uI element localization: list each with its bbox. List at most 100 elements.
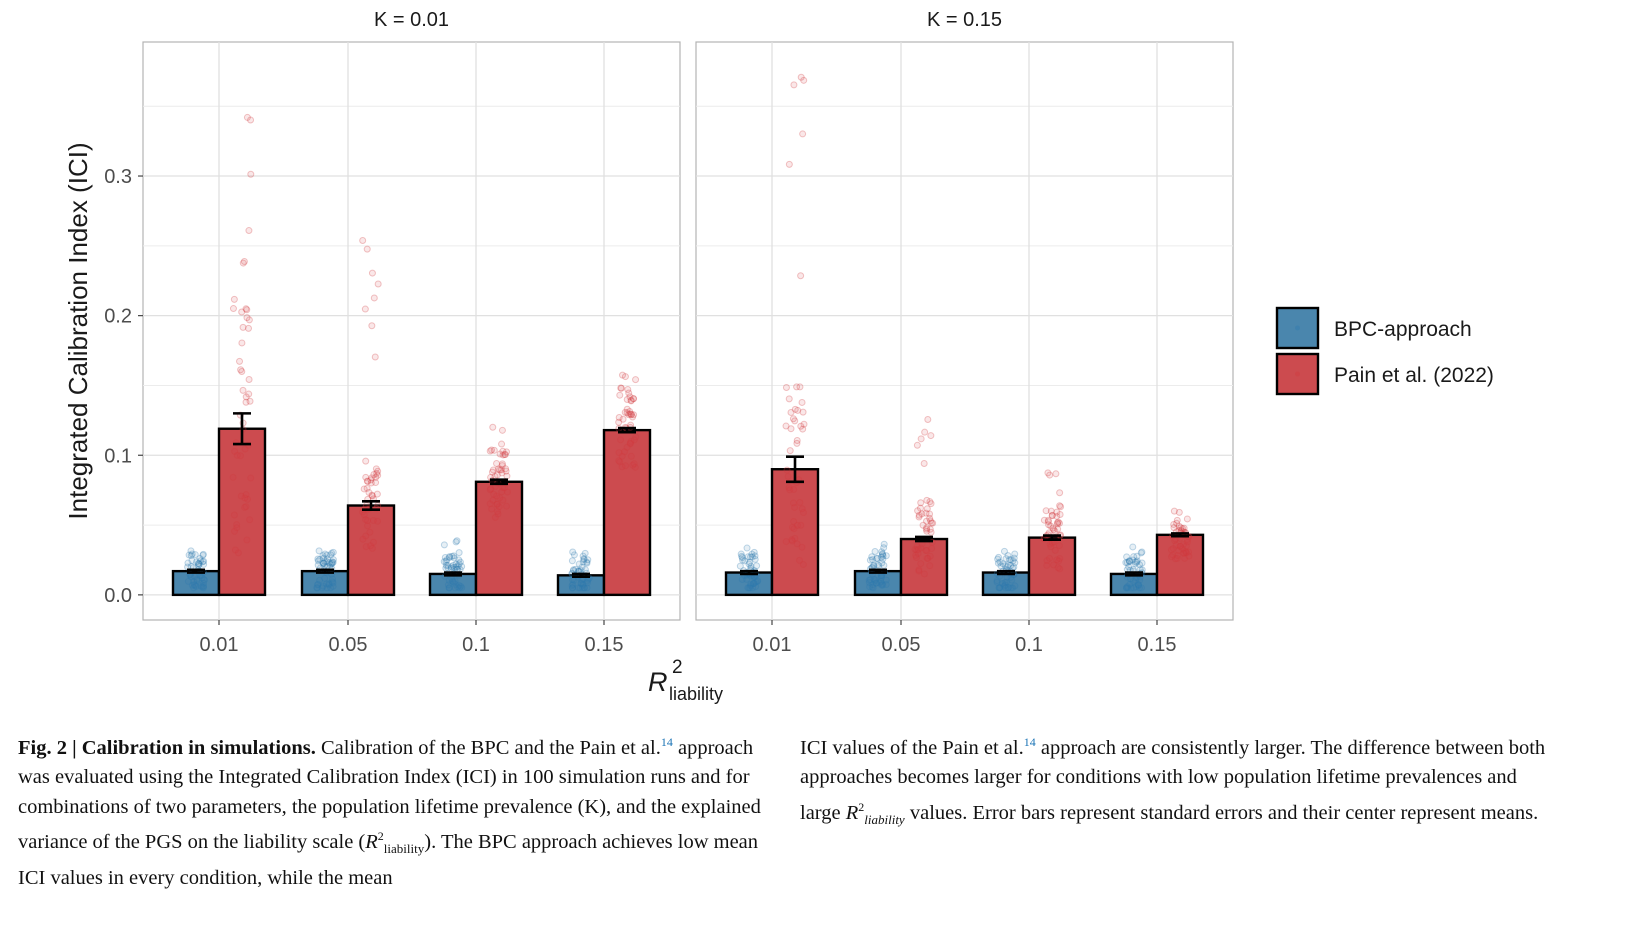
- data-point: [922, 546, 930, 554]
- data-point: [243, 314, 251, 322]
- data-point: [996, 558, 1004, 566]
- data-point: [440, 558, 448, 566]
- data-point: [786, 447, 794, 455]
- data-point: [1051, 546, 1059, 554]
- data-point: [233, 524, 241, 532]
- data-point: [749, 584, 757, 592]
- data-point: [785, 160, 793, 168]
- data-point: [486, 447, 494, 455]
- data-point: [920, 460, 928, 468]
- data-point: [799, 509, 807, 517]
- facet-title: K = 0.15: [927, 9, 1002, 31]
- data-point: [623, 395, 631, 403]
- data-point: [868, 553, 876, 561]
- data-point: [240, 257, 248, 265]
- data-point: [623, 443, 631, 451]
- data-point: [493, 500, 501, 508]
- data-point: [503, 472, 511, 480]
- figure-caption-column-2: ICI values of the Pain et al.14 approach…: [800, 728, 1560, 834]
- data-point: [1126, 558, 1134, 566]
- data-point: [370, 294, 378, 302]
- data-point: [457, 582, 465, 590]
- data-point: [362, 532, 370, 540]
- reference-link[interactable]: 14: [1023, 735, 1036, 749]
- data-point: [1136, 576, 1144, 584]
- data-point: [498, 426, 506, 434]
- data-point: [1169, 551, 1177, 559]
- data-point: [231, 447, 239, 455]
- data-point: [1053, 512, 1061, 520]
- data-point: [359, 236, 367, 244]
- data-point: [499, 451, 507, 459]
- data-point: [627, 411, 635, 419]
- data-point: [926, 498, 934, 506]
- data-point: [367, 476, 375, 484]
- data-point: [1185, 548, 1193, 556]
- data-point: [329, 582, 337, 590]
- data-point: [489, 423, 497, 431]
- data-point: [631, 463, 639, 471]
- data-point: [914, 545, 922, 553]
- data-point: [785, 484, 793, 492]
- data-point: [616, 391, 624, 399]
- bar-pain-0.15: [1155, 533, 1205, 597]
- data-point: [1175, 508, 1183, 516]
- data-point: [872, 579, 880, 587]
- data-point: [489, 466, 497, 474]
- data-point: [200, 575, 208, 583]
- data-point: [1054, 520, 1062, 528]
- data-point: [1044, 516, 1052, 524]
- data-point: [359, 535, 367, 543]
- data-point: [743, 575, 751, 583]
- data-point: [623, 405, 631, 413]
- data-point: [246, 516, 254, 524]
- data-point: [243, 113, 251, 121]
- data-point: [363, 522, 371, 530]
- data-point: [798, 505, 806, 513]
- data-point: [797, 272, 805, 280]
- data-point: [736, 562, 744, 570]
- data-point: [752, 578, 760, 586]
- data-point: [915, 513, 923, 521]
- data-point: [790, 81, 798, 89]
- data-point: [748, 553, 756, 561]
- r2-symbol: R: [365, 831, 378, 854]
- data-point: [1001, 581, 1009, 589]
- data-point: [363, 477, 371, 485]
- data-point: [1170, 520, 1178, 528]
- reference-link[interactable]: 14: [660, 735, 673, 749]
- data-point: [197, 582, 205, 590]
- data-point: [923, 527, 931, 535]
- data-point: [368, 544, 376, 552]
- data-point: [318, 584, 326, 592]
- data-point: [200, 579, 208, 587]
- data-point: [738, 552, 746, 560]
- data-point: [1040, 516, 1048, 524]
- data-point: [199, 583, 207, 591]
- data-point: [188, 556, 196, 564]
- data-point: [627, 437, 635, 445]
- data-point: [200, 560, 208, 568]
- data-point: [196, 555, 204, 563]
- data-point: [328, 559, 336, 567]
- data-point: [782, 538, 790, 546]
- data-point: [1130, 553, 1138, 561]
- data-point: [878, 559, 886, 567]
- data-point: [1048, 512, 1056, 520]
- data-point: [368, 491, 376, 499]
- data-point: [1173, 519, 1181, 527]
- data-point: [1007, 562, 1015, 570]
- data-point: [800, 420, 808, 428]
- data-point: [458, 584, 466, 592]
- data-point: [1181, 554, 1189, 562]
- data-point: [247, 474, 255, 482]
- data-point: [744, 584, 752, 592]
- data-point: [190, 581, 198, 589]
- data-point: [1132, 583, 1140, 591]
- data-point: [495, 503, 503, 511]
- data-point: [199, 558, 207, 566]
- data-point: [503, 502, 511, 510]
- data-point: [236, 452, 244, 460]
- data-point: [917, 560, 925, 568]
- data-point: [239, 386, 247, 394]
